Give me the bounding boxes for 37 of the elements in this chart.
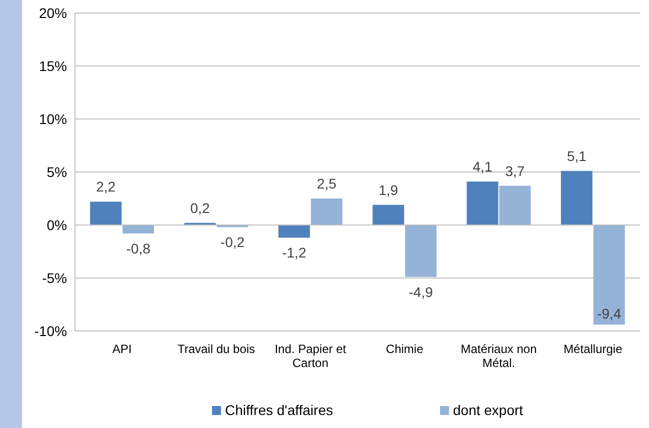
data-label: -0,2 [220, 234, 245, 250]
data-label: 2,2 [96, 178, 116, 195]
data-label: -0,8 [126, 240, 151, 256]
data-label: 5,1 [566, 148, 587, 164]
x-tick-label: Ind. Papier et Carton [274, 342, 347, 370]
data-label: 1,9 [378, 182, 398, 198]
y-tick-label: 0% [46, 217, 67, 233]
bar [593, 225, 625, 325]
data-label: 3,7 [505, 162, 525, 179]
legend-label: Chiffres d'affaires [225, 402, 333, 418]
y-tick-label: -5% [42, 270, 67, 286]
y-tick-label: 10% [38, 111, 67, 127]
x-tick-label: API [112, 342, 132, 356]
data-label: 2,5 [316, 176, 337, 192]
bar [466, 182, 498, 225]
y-tick-label: 5% [46, 164, 67, 180]
bar [405, 225, 437, 277]
data-label: -1,2 [282, 244, 306, 261]
data-label: 4,1 [472, 158, 492, 175]
y-tick-label: 20% [38, 5, 67, 21]
bar [499, 186, 531, 225]
bar [372, 204, 404, 225]
y-tick-label: -10% [34, 323, 67, 339]
data-label: 0,2 [190, 200, 210, 216]
y-tick-label: 15% [38, 58, 67, 74]
data-label: -4,9 [408, 284, 434, 300]
x-tick-label: Matériaux non Métal. [460, 342, 537, 370]
bar [310, 198, 342, 225]
x-tick-label: Chimie [386, 342, 424, 356]
bar [560, 170, 592, 225]
bar [278, 225, 310, 238]
x-tick-label: Travail du bois [177, 342, 256, 356]
x-tick-label: Métallurgie [564, 342, 623, 356]
bar [122, 225, 154, 234]
data-label: -9,4 [597, 306, 622, 322]
bar [90, 202, 122, 225]
legend-label: dont export [453, 402, 524, 418]
